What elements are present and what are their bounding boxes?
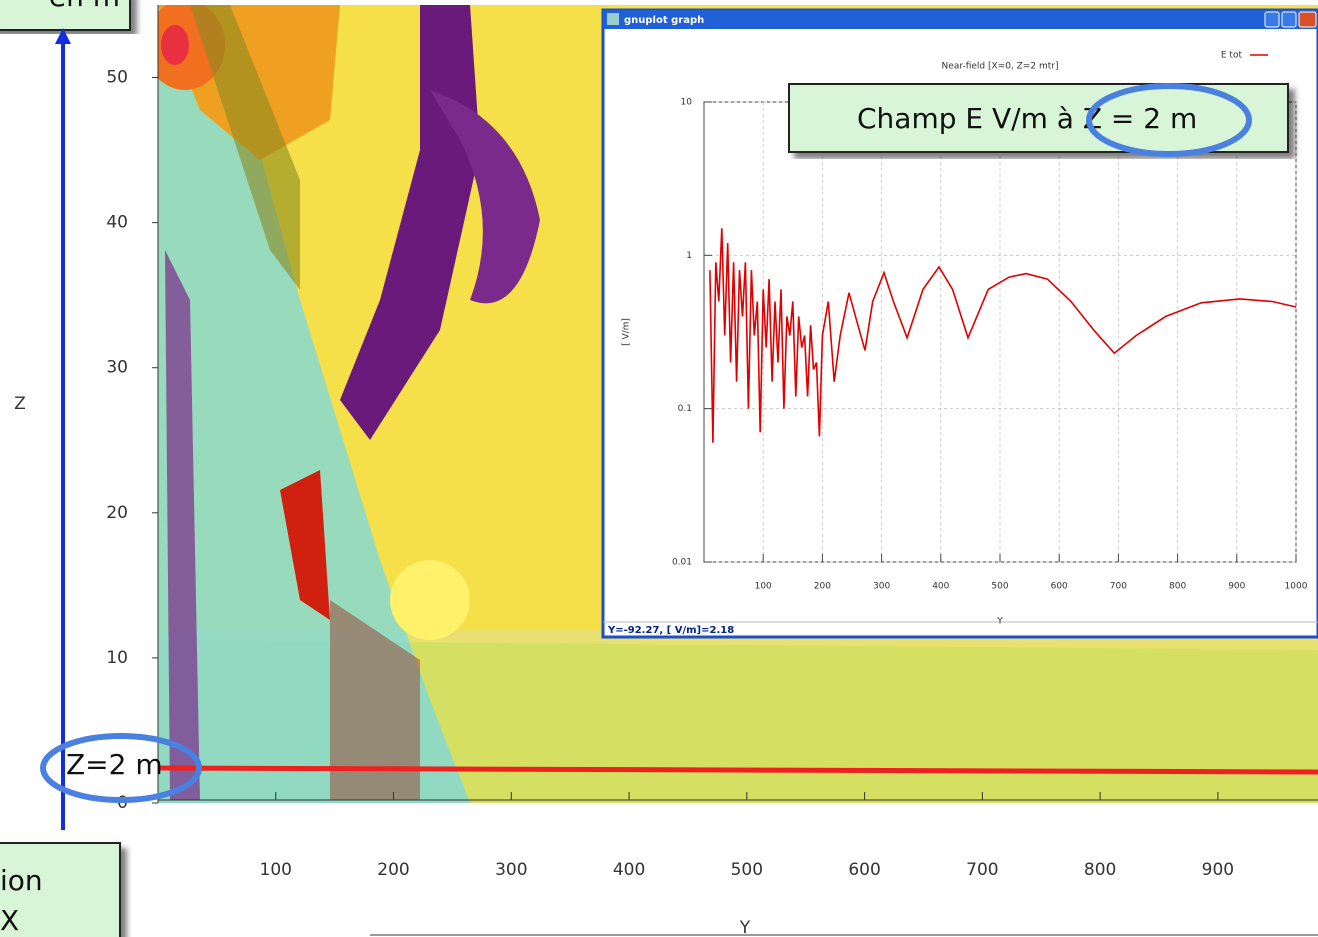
status-text: Y=-92.27, [ V/m]=2.18 <box>607 625 734 636</box>
y-tick-label: 30 <box>106 358 128 378</box>
y-tick-label: 40 <box>106 213 128 233</box>
maximize-button[interactable] <box>1282 12 1296 27</box>
y-tick-label: 10 <box>106 648 128 668</box>
y-tick-label: 10 <box>681 98 693 108</box>
x-tick-label: 700 <box>1110 582 1127 592</box>
window-icon <box>607 13 619 25</box>
callout-text: en m <box>49 0 120 13</box>
x-tick-label: 600 <box>848 860 880 880</box>
x-tick-label: 900 <box>1228 582 1245 592</box>
x-tick-label: 900 <box>1202 860 1234 880</box>
chart-title: Near-field [X=0, Z=2 mtr] <box>942 62 1059 72</box>
x-tick-label: 200 <box>814 582 831 592</box>
callout-text: X <box>0 904 19 937</box>
y-tick-label: 1 <box>686 251 692 261</box>
x-tick-label: 1000 <box>1285 582 1308 592</box>
x-tick-label: 600 <box>1051 582 1068 592</box>
x-tick-label: 400 <box>613 860 645 880</box>
y-tick-label: 0.01 <box>672 558 692 568</box>
x-tick-label: 300 <box>495 860 527 880</box>
y-axis-label: Z <box>14 394 26 414</box>
callout-text: Champ E V/m à Z = 2 m <box>857 102 1197 135</box>
x-tick-label: 500 <box>991 582 1008 592</box>
x-axis-label: Y <box>996 617 1003 627</box>
minimize-button[interactable] <box>1265 12 1279 27</box>
legend-label: E tot <box>1221 51 1243 61</box>
callout-text: ion <box>0 864 43 897</box>
callout-text: Z=2 m <box>66 748 163 781</box>
x-tick-label: 700 <box>966 860 998 880</box>
window-title: gnuplot graph <box>624 15 704 26</box>
x-tick-label: 300 <box>873 582 890 592</box>
slide: 0 10 20 30 40 50 100 200 300 400 500 600 700 800 900 Z Y… <box>0 0 1318 937</box>
y-axis-label: [ V/m] <box>622 318 632 346</box>
x-tick-label: 800 <box>1169 582 1186 592</box>
y-tick-label: 20 <box>106 503 128 523</box>
x-tick-label: 100 <box>260 860 292 880</box>
x-tick-label: 200 <box>377 860 409 880</box>
close-button[interactable] <box>1299 12 1316 27</box>
x-tick-label: 100 <box>755 582 772 592</box>
x-tick-label: 500 <box>731 860 763 880</box>
x-axis-label: Y <box>739 918 751 937</box>
y-tick-label: 0.1 <box>678 404 692 414</box>
x-tick-label: 800 <box>1084 860 1116 880</box>
y-tick-label: 0 <box>117 793 128 813</box>
x-tick-label: 400 <box>932 582 949 592</box>
y-tick-label: 50 <box>106 68 128 88</box>
